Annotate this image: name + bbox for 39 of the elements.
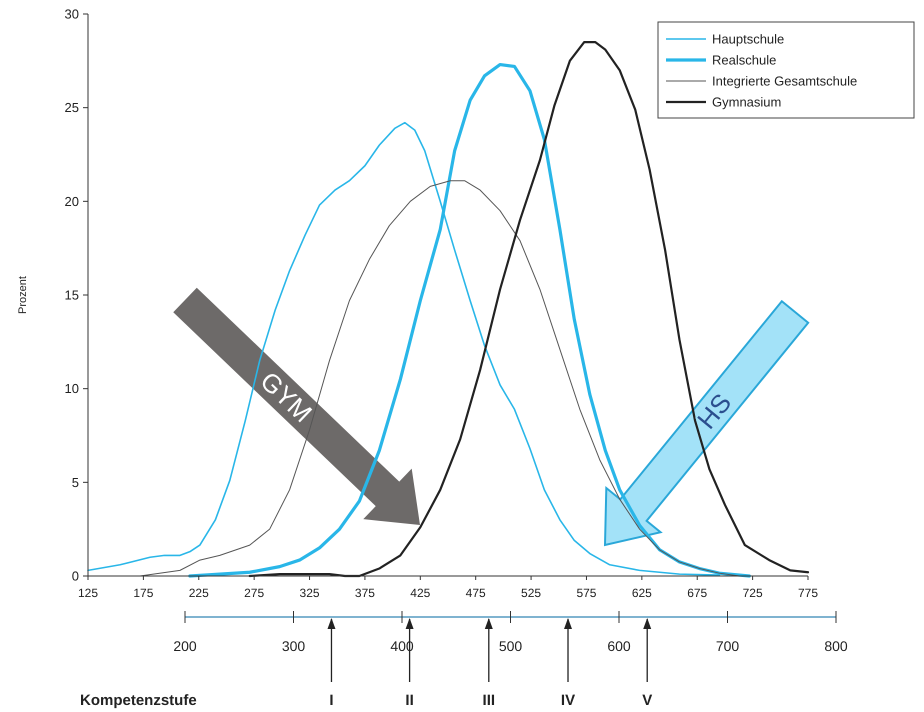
legend-label: Realschule	[712, 52, 776, 68]
ref-line-label: V	[642, 692, 652, 709]
ref-line-label: II	[405, 692, 414, 709]
x-tick-label: 475	[466, 586, 486, 600]
x-tick-label: 175	[133, 586, 154, 600]
y-tick-label: 5	[72, 474, 79, 490]
x2-tick-label: 800	[824, 638, 848, 654]
legend-label: Gymnasium	[712, 94, 782, 110]
x2-tick-label: 200	[173, 638, 197, 654]
x2-tick-label: 300	[282, 638, 306, 654]
ref-line-label: IV	[560, 692, 576, 709]
y-tick-label: 10	[64, 381, 79, 396]
x-tick-label: 375	[354, 586, 376, 600]
text: Kompetenzstufe	[80, 692, 197, 709]
x2-tick-label: 700	[716, 638, 740, 654]
x-tick-label: 675	[687, 586, 708, 600]
y-tick-label: 30	[64, 6, 79, 22]
ref-line-label: I	[329, 692, 334, 709]
x-tick-label: 775	[798, 586, 818, 600]
x-tick-label: 325	[300, 586, 320, 600]
x-tick-label: 275	[244, 586, 264, 600]
x-tick-label: 725	[742, 586, 763, 600]
legend-label: Hauptschule	[712, 32, 784, 46]
ref-line-label: III	[482, 692, 496, 709]
x-tick-label: 575	[576, 586, 597, 600]
x-tick-label: 125	[78, 586, 98, 600]
annotation: HS	[691, 388, 738, 435]
x2-tick-label: 500	[498, 638, 522, 654]
y-tick-label: 15	[64, 288, 79, 302]
x-tick-label: 625	[632, 586, 652, 600]
x2-tick-label: 600	[607, 638, 631, 654]
x-tick-label: 425	[410, 586, 431, 600]
x-tick-label: 225	[188, 586, 210, 600]
y-tick-label: 20	[64, 194, 79, 209]
y-axis-title: Prozent	[17, 276, 29, 314]
y-tick-label: 25	[64, 100, 79, 116]
x-tick-label: 525	[521, 586, 542, 600]
y-tick-label: 0	[72, 568, 79, 584]
legend-label: Integrierte Gesamtschule	[712, 74, 858, 88]
